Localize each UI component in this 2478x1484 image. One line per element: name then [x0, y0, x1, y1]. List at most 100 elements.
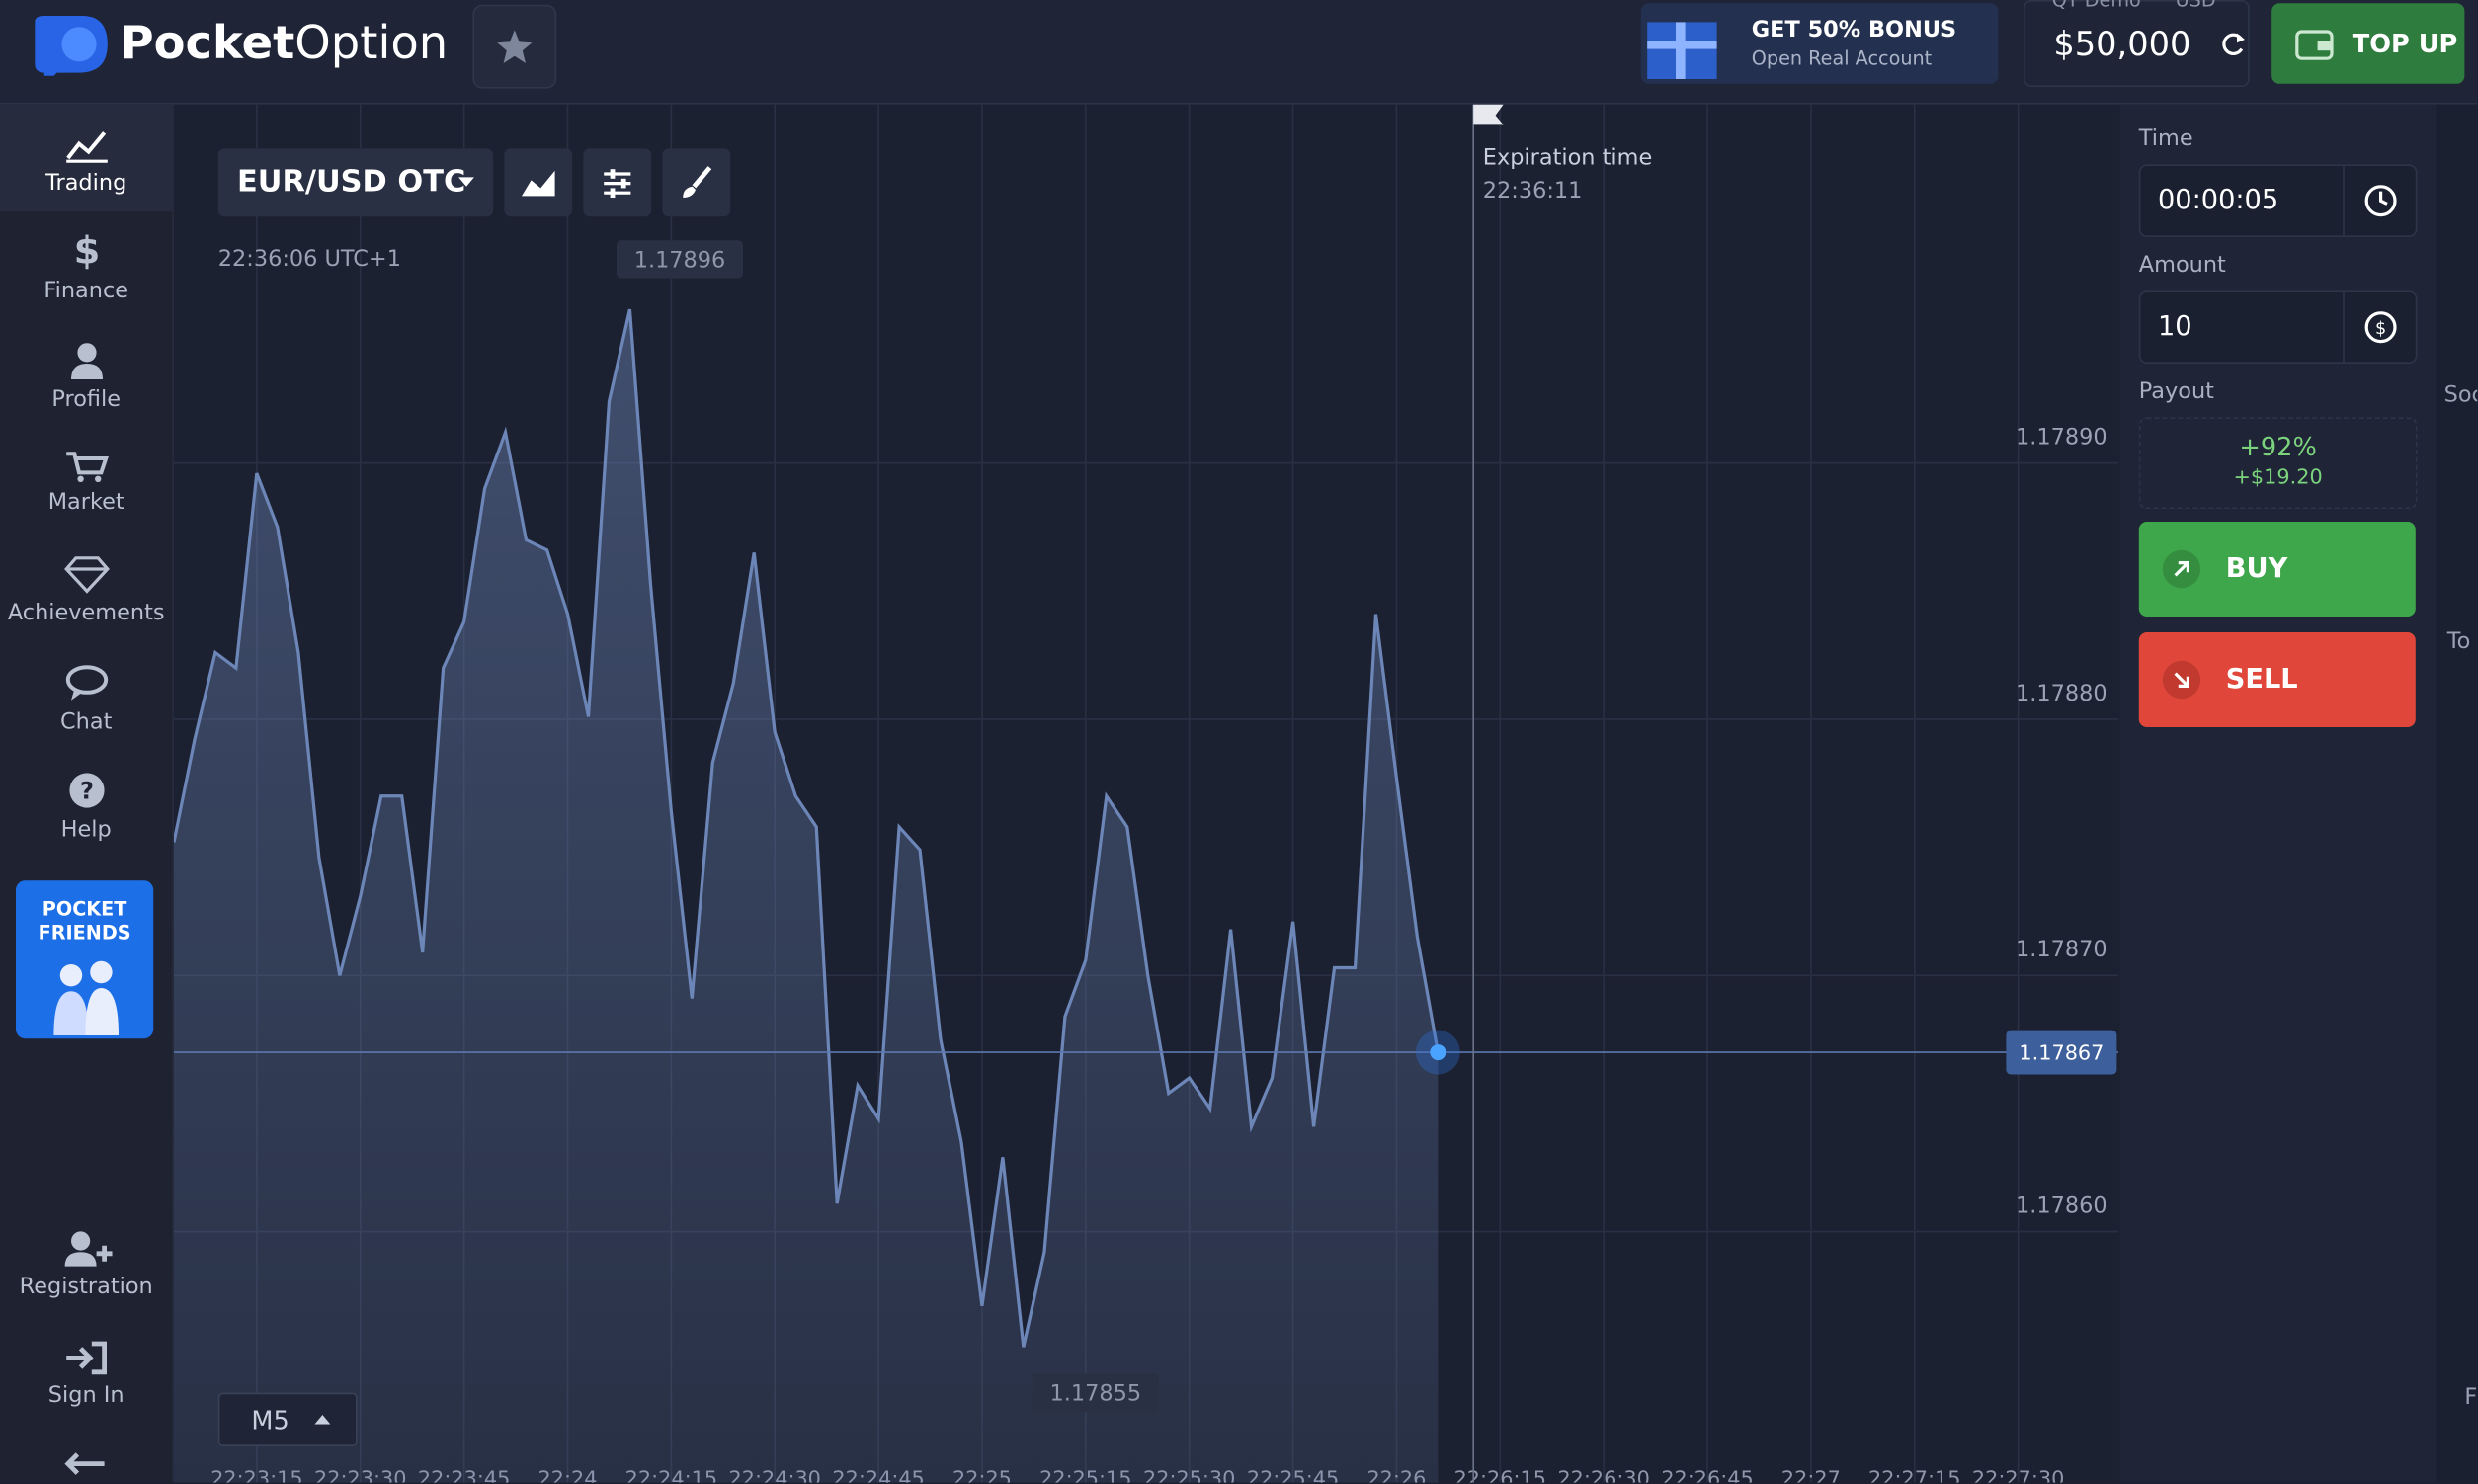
- promo-art: [53, 960, 119, 1035]
- favorites-button[interactable]: [472, 4, 557, 89]
- x-tick-label: 22:26:15: [1454, 1467, 1546, 1483]
- clock-icon: [2343, 166, 2397, 236]
- x-tick-label: 22:27:15: [1868, 1467, 1960, 1483]
- nav-label: Achievements: [7, 601, 165, 626]
- star-icon: [497, 30, 533, 63]
- top-up-button[interactable]: TOP UP: [2272, 3, 2465, 84]
- asset-selector[interactable]: EUR/USD OTC: [217, 148, 494, 217]
- expiration-label: Expiration time: [1482, 145, 1653, 171]
- timeframe-selector[interactable]: M5: [217, 1392, 358, 1446]
- asset-name: EUR/USD OTC: [237, 164, 466, 200]
- pocket-friends-promo[interactable]: POCKET FRIENDS: [16, 880, 154, 1039]
- payout-percent: +92%: [2239, 431, 2317, 462]
- x-tick-label: 22:27:30: [1972, 1467, 2064, 1483]
- bonus-subtitle: Open Real Account: [1751, 47, 1933, 70]
- price-badge: [1032, 1373, 1159, 1412]
- nav-item[interactable]: Trading: [0, 124, 172, 196]
- logo-icon: [35, 16, 108, 76]
- x-tick-label: 22:26:30: [1557, 1467, 1649, 1483]
- nav-item[interactable]: Chat: [0, 662, 172, 735]
- nav-icon: [65, 1341, 107, 1375]
- balance: $50,000: [2053, 25, 2191, 64]
- nav-label: Market: [47, 490, 124, 516]
- sell-label: SELL: [2225, 664, 2298, 696]
- amount-label: Amount: [2138, 253, 2226, 279]
- bonus-banner[interactable]: GET 50% BONUS Open Real Account: [1640, 3, 1999, 84]
- active-nav-bg: [0, 104, 173, 212]
- nav-icon: $: [73, 231, 100, 273]
- indicators-button[interactable]: [583, 148, 652, 217]
- top-up-label: TOP UP: [2352, 28, 2458, 59]
- price-label: 1.17896: [634, 248, 726, 274]
- x-tick-label: 22:26:45: [1661, 1467, 1753, 1483]
- nav-label: Finance: [43, 278, 129, 304]
- nav-label: Chat: [60, 709, 113, 735]
- clipped-text: To: [2446, 628, 2471, 655]
- drawing-button[interactable]: [662, 148, 731, 217]
- nav-label: Registration: [19, 1274, 153, 1300]
- promo-line: FRIENDS: [38, 921, 131, 945]
- buy-button[interactable]: BUY: [2138, 522, 2416, 617]
- x-tick-label: 22:27: [1781, 1467, 1841, 1483]
- logo[interactable]: PocketOption: [121, 16, 449, 69]
- nav-icon: [63, 1231, 112, 1267]
- sell-icon: [2162, 660, 2201, 700]
- collapse-arrow[interactable]: [63, 1451, 108, 1477]
- currency: USD: [2175, 0, 2216, 12]
- payout-box: +92% +$19.20: [2138, 417, 2418, 510]
- gift-icon: [1647, 22, 1717, 79]
- server-time: 22:36:06 UTC+1: [217, 246, 401, 273]
- currency-icon: $: [2343, 292, 2397, 363]
- nav-item[interactable]: Sign In: [0, 1339, 172, 1409]
- svg-text:$: $: [73, 231, 100, 273]
- nav-item[interactable]: ? Help: [0, 770, 172, 843]
- trade-panel: Time 00:00:05 Amount 10 $ Payout +92% +$1…: [2119, 104, 2437, 1483]
- nav-icon: [65, 452, 109, 482]
- dropdown-caret: [314, 1415, 331, 1425]
- refresh-icon: [2222, 33, 2245, 55]
- bonus-title: GET 50% BONUS: [1751, 17, 1957, 43]
- y-tick-label: 1.17870: [2016, 937, 2107, 962]
- y-tick-label: 1.17890: [2016, 425, 2107, 451]
- nav-item[interactable]: Achievements: [0, 553, 172, 626]
- promo-line: POCKET: [41, 897, 127, 921]
- price-badge: [617, 240, 743, 279]
- payout-amount: +$19.20: [2233, 466, 2323, 490]
- clipped-text: F: [2464, 1384, 2478, 1411]
- price-line: [174, 308, 1440, 1348]
- nav-label: Help: [60, 817, 112, 843]
- sidebar: Trading $ Finance Profile Market Achievem…: [0, 104, 174, 1483]
- amount-input[interactable]: 10 $: [2138, 290, 2418, 364]
- current-point: [1430, 1044, 1446, 1061]
- expiration-time: 22:36:11: [1482, 178, 1583, 205]
- amount-value: 10: [2158, 311, 2192, 344]
- buy-label: BUY: [2225, 553, 2288, 585]
- nav-label: Sign In: [47, 1383, 124, 1409]
- side-strip: Soc To F: [2436, 104, 2478, 1483]
- nav-item[interactable]: Registration: [0, 1230, 172, 1299]
- nav-icon: [65, 665, 108, 701]
- brush-icon: [683, 166, 712, 198]
- payout-label: Payout: [2138, 379, 2214, 405]
- nav-item[interactable]: Profile: [0, 340, 172, 413]
- svg-text:?: ?: [79, 778, 93, 805]
- balance-box[interactable]: QT Demo USD $50,000: [2024, 0, 2250, 87]
- price-area: [174, 309, 1439, 1483]
- chart-type-button[interactable]: [504, 148, 573, 217]
- nav-icon: [65, 131, 108, 163]
- price-label: 1.17855: [1050, 1381, 1142, 1407]
- expiration-flag: [1473, 104, 1504, 125]
- time-value: 00:00:05: [2158, 185, 2279, 217]
- nav-label: Profile: [51, 387, 122, 413]
- nav-item[interactable]: Market: [0, 449, 172, 516]
- time-input[interactable]: 00:00:05: [2138, 164, 2418, 237]
- logo-bold: Pocket: [120, 16, 295, 70]
- clipped-text: Soc: [2443, 382, 2478, 408]
- nav-item[interactable]: $ Finance: [0, 231, 172, 304]
- nav-icon: [70, 343, 103, 379]
- sell-button[interactable]: SELL: [2138, 632, 2416, 727]
- svg-text:$: $: [2375, 319, 2386, 339]
- dropdown-caret: [458, 177, 474, 187]
- time-label: Time: [2138, 126, 2193, 152]
